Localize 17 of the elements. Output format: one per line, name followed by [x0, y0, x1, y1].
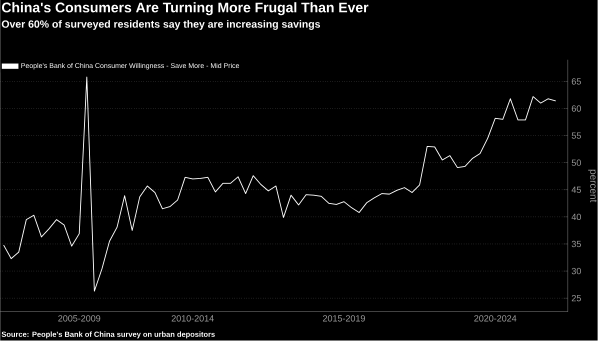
y-tick-label: 45 — [572, 186, 581, 194]
y-tick-label: 55 — [572, 132, 581, 139]
y-tick-label: 35 — [572, 240, 581, 248]
y-tick-label: 60 — [572, 106, 581, 112]
y-axis-title: percent — [588, 170, 597, 202]
y-tick-label: 25 — [572, 295, 581, 302]
x-tick-label: 2005-2009 — [58, 315, 100, 322]
x-tick-label: 2010-2014 — [172, 315, 214, 322]
y-tick-label: 40 — [572, 214, 581, 220]
chart-title: China's Consumers Are Turning More Frugal Than Ever — [2, 2, 368, 16]
line-series — [3, 76, 556, 292]
y-tick-label: 65 — [572, 78, 581, 85]
y-tick-label: 50 — [572, 160, 581, 166]
y-tick-label: 30 — [572, 268, 581, 274]
chart-subtitle: Over 60% of surveyed residents say they are increasing savings — [2, 20, 320, 30]
x-tick-label: 2020-2024 — [474, 315, 516, 322]
x-tick-label: 2015-2019 — [322, 315, 365, 322]
